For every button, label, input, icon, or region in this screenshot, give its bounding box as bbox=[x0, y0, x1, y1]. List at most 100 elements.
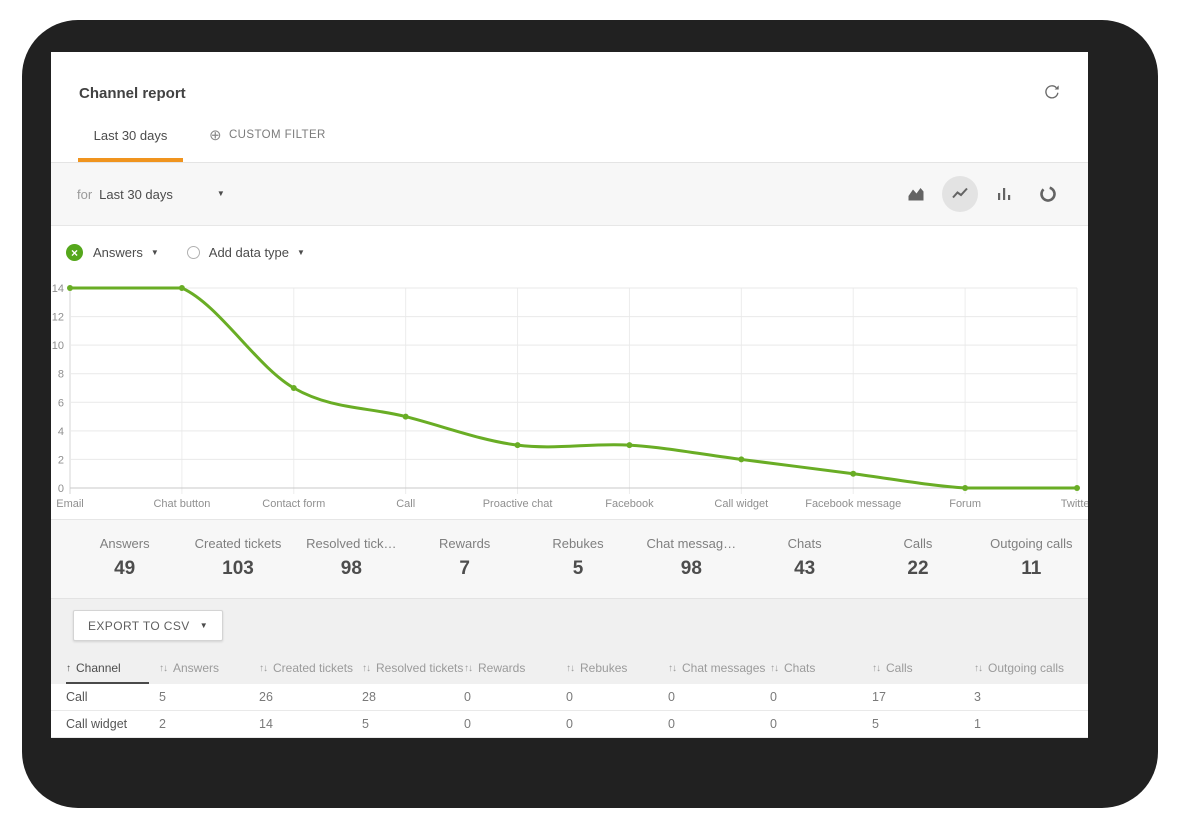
stat-card: Created tickets 103 bbox=[181, 536, 294, 598]
stat-value: 43 bbox=[794, 558, 816, 579]
caret-down-icon[interactable]: ▼ bbox=[297, 247, 305, 257]
data-point[interactable] bbox=[1074, 485, 1080, 491]
export-label: EXPORT TO CSV bbox=[88, 618, 190, 633]
stats-row: Answers 49 Created tickets 103 Resolved tick… bbox=[51, 519, 1088, 599]
sort-icon: ↑↓ bbox=[362, 662, 371, 674]
line-chart-svg[interactable]: Email Chat button Contact form Call Proactiv… bbox=[51, 279, 1088, 519]
caret-down-icon: ▼ bbox=[199, 620, 209, 630]
area-chart-button[interactable] bbox=[898, 176, 934, 212]
data-point[interactable] bbox=[514, 442, 521, 449]
series-selector: × Answers ▼ Add data type ▼ bbox=[51, 226, 1088, 279]
tab-custom-filter[interactable]: ⊕ CUSTOM FILTER bbox=[205, 108, 330, 162]
bar-chart-button[interactable] bbox=[986, 176, 1022, 212]
column-header-channel[interactable]: ↑ Channel bbox=[66, 652, 159, 684]
column-header-calls[interactable]: ↑↓ Calls bbox=[872, 652, 974, 684]
stat-label: Rewards bbox=[439, 536, 491, 551]
column-header-chat-messages[interactable]: ↑↓ Chat messages bbox=[668, 652, 770, 684]
column-header-chats[interactable]: ↑↓ Chats bbox=[770, 652, 872, 684]
data-point[interactable] bbox=[290, 385, 297, 391]
data-point[interactable] bbox=[626, 442, 633, 449]
stat-value: 22 bbox=[907, 558, 929, 579]
data-point[interactable] bbox=[962, 485, 969, 491]
x-axis-label: Email bbox=[56, 498, 84, 510]
sort-icon: ↑↓ bbox=[159, 662, 168, 674]
caret-down-icon[interactable]: ▼ bbox=[150, 247, 159, 257]
cell-value: 17 bbox=[872, 690, 886, 704]
data-point[interactable] bbox=[850, 470, 857, 477]
app-window: Channel report Last 30 days ⊕ CUSTOM FIL… bbox=[51, 52, 1088, 738]
stat-value: 11 bbox=[1021, 558, 1042, 579]
stat-label: Rebukes bbox=[552, 536, 604, 551]
stat-card: Chats 43 bbox=[748, 536, 861, 598]
stat-value: 5 bbox=[572, 558, 584, 579]
sort-icon: ↑↓ bbox=[259, 662, 268, 674]
stat-label: Outgoing calls bbox=[990, 536, 1073, 551]
column-label: Answers bbox=[173, 661, 220, 675]
caret-down-icon[interactable]: ▼ bbox=[216, 189, 225, 198]
data-point[interactable] bbox=[738, 456, 745, 463]
cell-value: 3 bbox=[974, 690, 981, 704]
add-data-type[interactable]: Add data type bbox=[208, 245, 290, 260]
add-series-color-dot bbox=[186, 246, 200, 259]
period-prefix: for bbox=[77, 186, 93, 202]
donut-chart-icon bbox=[1040, 186, 1056, 202]
area-chart-icon bbox=[908, 188, 924, 201]
stat-value: 103 bbox=[222, 558, 254, 579]
cell-value: 0 bbox=[464, 690, 471, 704]
sort-icon: ↑↓ bbox=[566, 662, 575, 674]
column-label: Chats bbox=[784, 661, 816, 675]
refresh-button[interactable] bbox=[1042, 82, 1062, 102]
period-value[interactable]: Last 30 days bbox=[99, 186, 173, 202]
line-chart-button[interactable] bbox=[942, 176, 978, 212]
column-header-created-tickets[interactable]: ↑↓ Created tickets bbox=[259, 652, 362, 684]
line-chart[interactable]: Email Chat button Contact form Call Proactiv… bbox=[51, 279, 1088, 519]
sort-icon: ↑↓ bbox=[668, 662, 677, 674]
filter-tabs: Last 30 days ⊕ CUSTOM FILTER bbox=[51, 108, 1088, 163]
cell-channel: Call bbox=[66, 690, 88, 704]
table-header: ↑ Channel ↑↓ Answers ↑↓ Created tickets ↑↓ Reso… bbox=[51, 652, 1088, 684]
cell-value: 28 bbox=[362, 690, 376, 704]
chart-type-switcher bbox=[898, 176, 1066, 212]
column-header-answers[interactable]: ↑↓ Answers bbox=[159, 652, 259, 684]
export-to-csv-button[interactable]: EXPORT TO CSV ▼ bbox=[73, 610, 224, 641]
x-axis-label: Facebook message bbox=[805, 498, 901, 510]
table-body: Call 5 26 28 0 0 0 0 17 3 Call widget 2 14 5 0 0 0 0 5 1 bbox=[51, 684, 1088, 738]
y-axis-label: 2 bbox=[58, 454, 64, 466]
export-bar: EXPORT TO CSV ▼ bbox=[51, 599, 1088, 652]
cell-value: 26 bbox=[259, 690, 273, 704]
series-name[interactable]: Answers bbox=[93, 245, 143, 260]
stat-label: Created tickets bbox=[194, 536, 282, 551]
data-point[interactable] bbox=[67, 285, 73, 291]
remove-series-button[interactable]: × bbox=[66, 244, 83, 261]
donut-chart-button[interactable] bbox=[1030, 176, 1066, 212]
cell-value: 0 bbox=[668, 690, 675, 704]
line-chart-icon bbox=[952, 187, 968, 199]
cell-value: 0 bbox=[566, 690, 573, 704]
stat-label: Resolved tick… bbox=[306, 536, 397, 551]
refresh-icon bbox=[1045, 85, 1059, 99]
cell-value: 5 bbox=[159, 690, 166, 704]
data-point[interactable] bbox=[402, 413, 409, 420]
column-header-rebukes[interactable]: ↑↓ Rebukes bbox=[566, 652, 668, 684]
x-axis-label: Twitter bbox=[1061, 498, 1088, 510]
column-label: Rebukes bbox=[580, 661, 628, 675]
cell-value: 2 bbox=[159, 717, 166, 731]
column-header-rewards[interactable]: ↑↓ Rewards bbox=[464, 652, 566, 684]
x-axis-label: Call widget bbox=[714, 498, 768, 510]
column-label: Outgoing calls bbox=[988, 661, 1065, 675]
column-header-outgoing-calls[interactable]: ↑↓ Outgoing calls bbox=[974, 652, 1073, 684]
bar-chart-icon bbox=[998, 188, 1011, 200]
column-label: Resolved tickets bbox=[376, 661, 464, 675]
tab-last-30-days[interactable]: Last 30 days bbox=[78, 108, 183, 162]
data-point[interactable] bbox=[178, 285, 185, 291]
cell-value: 14 bbox=[259, 717, 273, 731]
column-label: Channel bbox=[76, 661, 121, 675]
plus-circle-icon: ⊕ bbox=[209, 126, 222, 144]
column-header-resolved-tickets[interactable]: ↑↓ Resolved tickets bbox=[362, 652, 464, 684]
y-axis-label: 4 bbox=[58, 426, 64, 438]
x-axis-label: Call bbox=[396, 498, 415, 510]
tab-label: CUSTOM FILTER bbox=[228, 129, 326, 141]
stat-label: Chat messag… bbox=[646, 536, 737, 551]
series-line[interactable] bbox=[68, 286, 1079, 490]
